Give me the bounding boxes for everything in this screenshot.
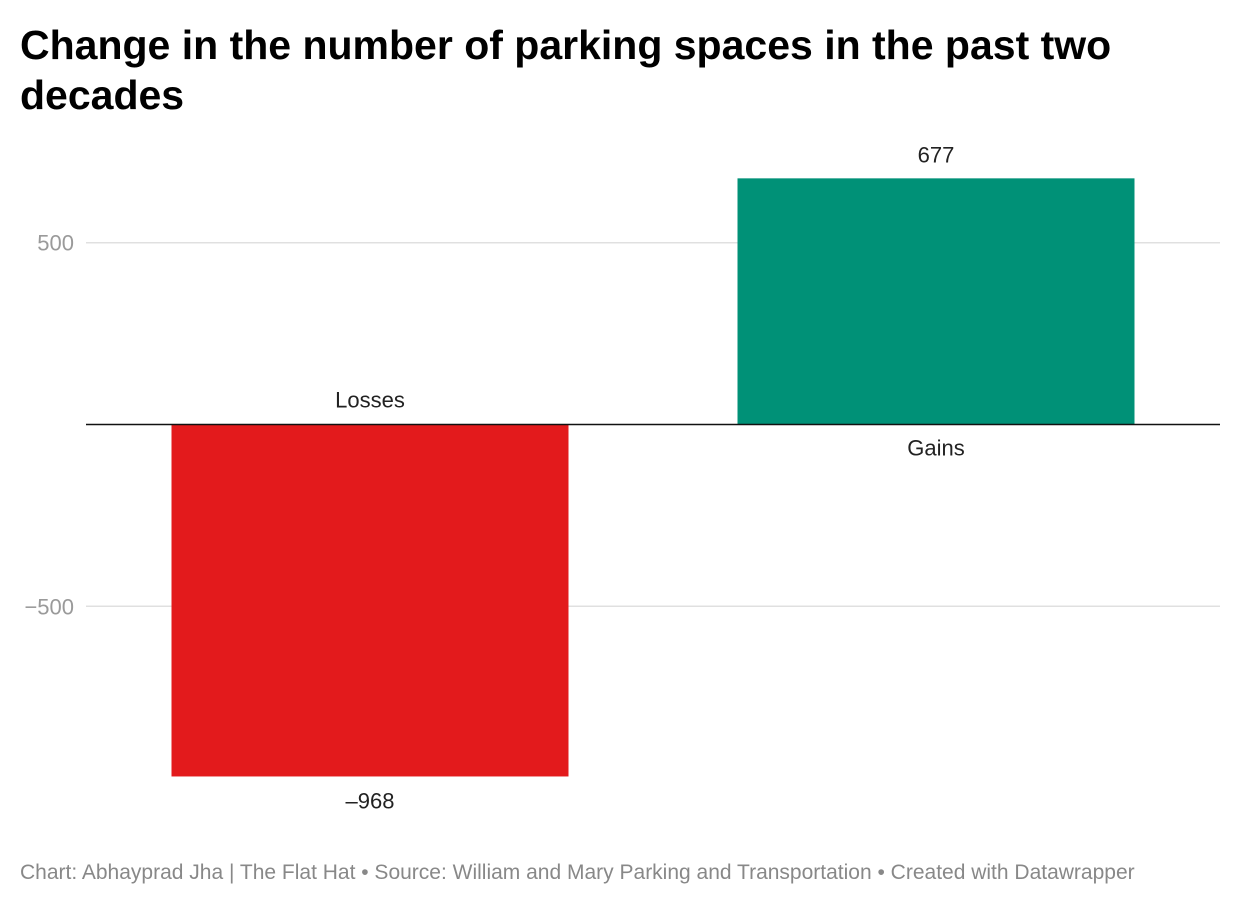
category-label: Gains <box>907 436 964 461</box>
y-tick-label: 500 <box>37 231 74 256</box>
category-label: Losses <box>335 388 405 413</box>
bar-gains <box>737 178 1135 425</box>
bars <box>171 178 1135 777</box>
value-label: –968 <box>346 788 395 813</box>
chart-footer: Chart: Abhayprad Jha | The Flat Hat • So… <box>20 861 1135 884</box>
y-axis-ticks: 500 −500 <box>24 231 74 620</box>
chart-title: Change in the number of parking spaces i… <box>20 22 1112 118</box>
y-tick-label: −500 <box>24 594 74 619</box>
bar-losses <box>171 424 569 777</box>
value-label: 677 <box>918 142 955 167</box>
bar-labels: –968 Losses 677 Gains <box>335 142 965 813</box>
